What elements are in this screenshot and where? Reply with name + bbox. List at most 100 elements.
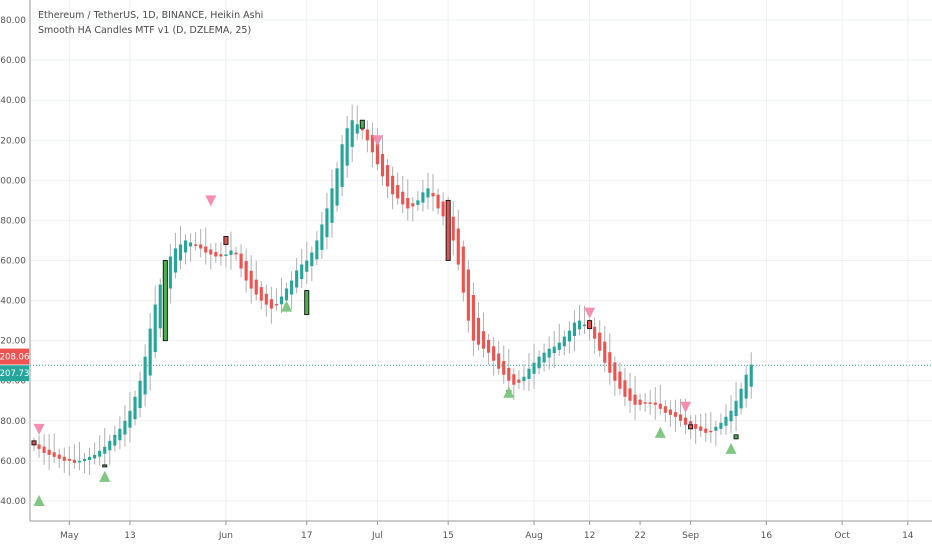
candle-body	[497, 353, 501, 369]
candle-body	[678, 414, 683, 421]
candle-body	[557, 342, 561, 350]
x-tick-label: 17	[301, 531, 312, 541]
smooth-candle	[688, 424, 694, 430]
candle-body	[709, 430, 713, 433]
candle-body	[436, 194, 440, 209]
y-tick-label: 260.00	[0, 257, 26, 267]
candle-body	[274, 303, 279, 306]
candle-body	[320, 224, 324, 250]
candle-body	[52, 452, 56, 457]
candle-body	[290, 280, 294, 295]
candle-body	[572, 322, 577, 337]
y-tick-label: 200.00	[0, 377, 26, 387]
candle-body	[704, 428, 708, 433]
candle-body	[239, 253, 243, 269]
candle-body	[103, 446, 107, 454]
y-tick-label: 360.00	[0, 56, 26, 66]
candle-body	[608, 352, 612, 373]
candle-body	[98, 450, 102, 457]
candle-body	[82, 458, 87, 462]
candle-body	[340, 144, 344, 187]
candle-body	[522, 376, 526, 382]
x-tick-label: Jul	[371, 531, 383, 541]
candle-body	[153, 304, 157, 353]
candle-body	[658, 403, 662, 409]
symbol-title[interactable]: Ethereum / TetherUS, 1D, BINANCE, Heikin…	[38, 10, 264, 21]
candle-body	[689, 421, 693, 427]
smooth-candle	[223, 236, 229, 245]
candle-body	[663, 406, 667, 413]
x-tick-label: Sep	[682, 531, 699, 541]
candle-body	[183, 240, 188, 253]
x-tick-label: 16	[761, 531, 773, 541]
candle-body	[143, 356, 147, 395]
candle-body	[476, 317, 481, 345]
candle-body	[577, 320, 582, 330]
x-tick-label: 22	[634, 531, 645, 541]
buy-signal-up-arrow	[503, 386, 515, 398]
smooth-candle	[587, 320, 593, 330]
y-tick-label: 280.00	[0, 216, 26, 226]
x-tick-label: 12	[584, 531, 595, 541]
candle-body	[118, 428, 122, 441]
candle-body	[512, 374, 516, 385]
candle-body	[416, 200, 420, 205]
y-tick-label: 160.00	[0, 457, 26, 467]
candle-body	[502, 361, 506, 375]
candle-body	[219, 254, 223, 257]
candle-body	[325, 208, 329, 238]
candle-body	[487, 339, 491, 353]
y-tick-label: 300.00	[0, 176, 26, 186]
x-tick-label: Jun	[218, 531, 233, 541]
candle-body	[67, 458, 71, 461]
candle-body	[391, 175, 395, 195]
candle-body	[567, 330, 571, 342]
candle-body	[234, 252, 238, 255]
candle-body	[42, 446, 46, 453]
buy-signal-up-arrow	[99, 470, 111, 482]
candle-body	[492, 346, 496, 361]
candle-body	[214, 251, 218, 257]
candle-body	[547, 348, 551, 358]
candle-body	[593, 326, 597, 339]
x-tick-label: Aug	[525, 531, 543, 541]
candle-body	[380, 153, 385, 177]
candle-body	[375, 143, 380, 165]
candle-body	[199, 244, 203, 249]
x-tick-label: May	[60, 531, 79, 541]
candle-body	[355, 124, 359, 134]
candle-body	[613, 362, 617, 381]
candle-body	[724, 416, 728, 426]
price-label-box	[0, 365, 29, 382]
candle-body	[532, 362, 536, 374]
candle-body	[401, 191, 405, 205]
candle-body	[603, 341, 607, 363]
candle-body	[694, 424, 698, 429]
buy-signal-up-arrow	[654, 426, 666, 438]
candle-body	[456, 228, 460, 265]
candle-body	[113, 434, 117, 446]
candle-body	[138, 380, 142, 408]
candle-body	[249, 270, 253, 289]
candle-body	[310, 252, 314, 267]
candle-body	[421, 192, 425, 203]
candle-body	[77, 460, 82, 463]
candle-body	[481, 331, 486, 349]
candle-body	[168, 256, 172, 289]
candle-body	[330, 188, 334, 223]
candle-body	[72, 459, 76, 463]
x-tick-label: 15	[442, 531, 453, 541]
candle-body	[719, 422, 723, 429]
y-tick-label: 380.00	[0, 16, 26, 26]
candle-body	[623, 380, 627, 397]
candle-body	[714, 426, 718, 431]
price-label-box	[0, 348, 29, 365]
candle-body	[173, 248, 177, 273]
indicator-title[interactable]: Smooth HA Candles MTF v1 (D, DZLEMA, 25)	[38, 25, 252, 36]
candle-body	[744, 374, 748, 399]
smooth-candle	[31, 440, 37, 446]
candle-body	[370, 134, 374, 153]
